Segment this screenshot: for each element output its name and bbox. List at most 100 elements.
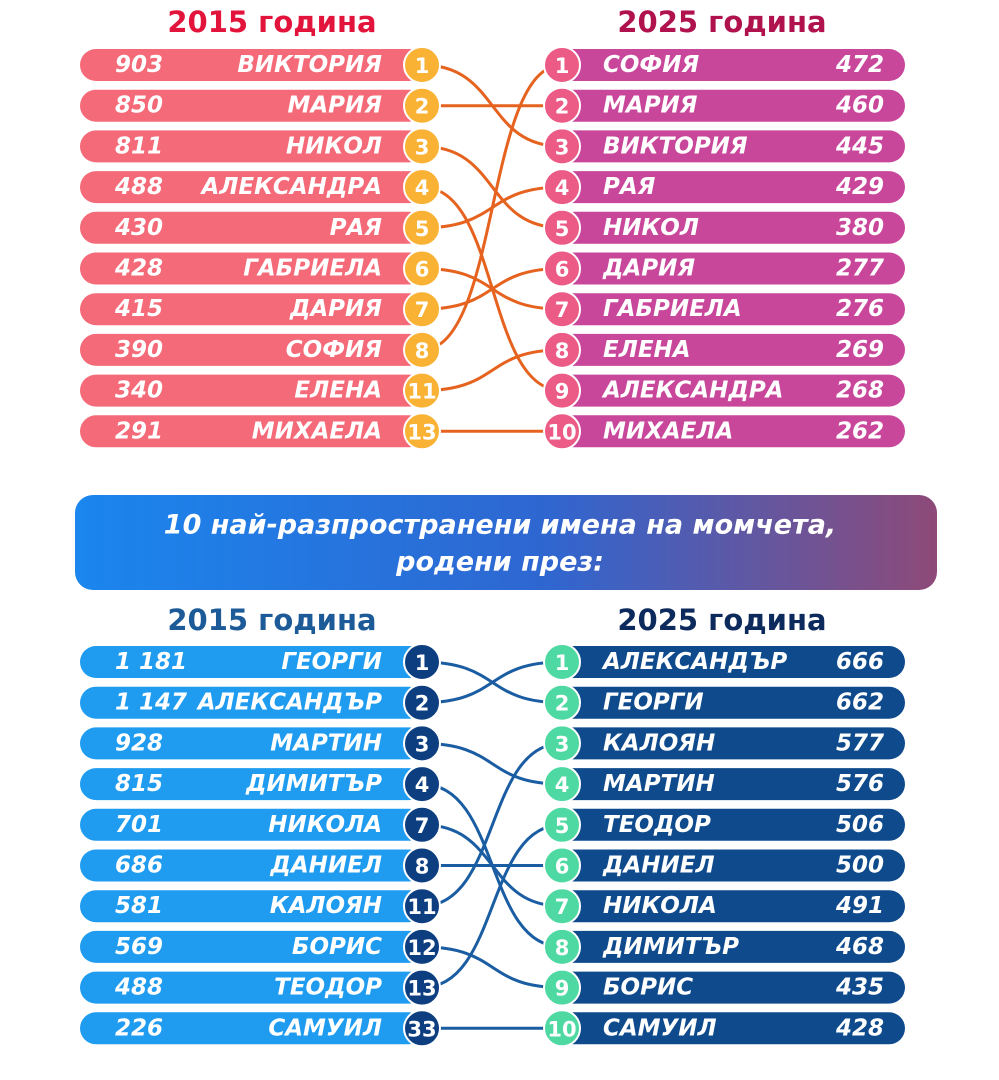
name-pill bbox=[80, 890, 425, 923]
name-pill bbox=[545, 930, 905, 963]
name: НИКОЛ bbox=[286, 133, 382, 159]
name: ДИМИТЪР bbox=[602, 934, 739, 960]
connector bbox=[421, 945, 563, 990]
connector bbox=[421, 348, 563, 393]
name: РАЯ bbox=[330, 215, 383, 241]
connector bbox=[421, 267, 563, 311]
rank: 12 bbox=[407, 936, 436, 960]
rank: 13 bbox=[407, 977, 436, 1001]
rank-badge bbox=[543, 1009, 581, 1048]
rank-badge bbox=[543, 765, 581, 804]
rank-badge bbox=[403, 371, 441, 410]
count: 445 bbox=[835, 133, 884, 159]
count: 815 bbox=[115, 771, 163, 797]
name: АЛЕКСАНДРА bbox=[601, 378, 784, 404]
rank: 8 bbox=[555, 936, 570, 960]
rank: 4 bbox=[555, 773, 570, 797]
rank-badge bbox=[543, 643, 581, 681]
name-pill bbox=[545, 646, 905, 678]
name-pill bbox=[80, 415, 425, 448]
count: 506 bbox=[836, 812, 884, 838]
rank-badge bbox=[543, 927, 581, 966]
name: САМУИЛ bbox=[603, 1015, 717, 1041]
rank: 3 bbox=[415, 135, 430, 159]
rank-badge bbox=[543, 371, 581, 410]
name-pill bbox=[80, 727, 425, 760]
name: НИКОЛ bbox=[603, 215, 699, 241]
name: НИКОЛА bbox=[603, 893, 717, 919]
rank: 11 bbox=[407, 895, 436, 919]
name: РАЯ bbox=[603, 174, 656, 200]
rank-badge bbox=[543, 968, 581, 1007]
count: 428 bbox=[114, 256, 163, 282]
rank: 8 bbox=[415, 855, 430, 879]
name-pill bbox=[80, 89, 425, 122]
count: 1 181 bbox=[115, 649, 187, 675]
count: 472 bbox=[835, 52, 884, 78]
name: КАЛОЯН bbox=[603, 730, 715, 756]
count: 928 bbox=[115, 730, 163, 756]
name: ДАНИЕЛ bbox=[602, 853, 715, 879]
rank-badge bbox=[403, 412, 441, 451]
banner-line: 10 най-разпространени имена на момчета, bbox=[164, 510, 836, 541]
connector bbox=[421, 63, 563, 352]
count: 435 bbox=[835, 975, 884, 1001]
rank-badge bbox=[403, 46, 441, 84]
name: ЕЛЕНА bbox=[294, 378, 382, 404]
name: АЛЕКСАНДЪР bbox=[601, 649, 787, 675]
connector-lines bbox=[421, 63, 563, 1030]
count: 581 bbox=[115, 893, 163, 919]
count: 269 bbox=[836, 337, 884, 363]
name-pill bbox=[80, 849, 425, 882]
name: МАРТИН bbox=[603, 771, 715, 797]
count: 1 147 bbox=[115, 690, 187, 716]
count: 291 bbox=[115, 418, 163, 444]
name: ГЕОРГИ bbox=[281, 649, 382, 675]
name-pill bbox=[545, 808, 905, 841]
connector bbox=[421, 660, 563, 705]
rank-badge bbox=[543, 46, 581, 84]
rank: 6 bbox=[415, 258, 430, 282]
rank: 13 bbox=[407, 420, 436, 444]
count: 276 bbox=[836, 296, 884, 322]
rank-badge bbox=[543, 168, 581, 207]
rank: 4 bbox=[415, 773, 430, 797]
count: 491 bbox=[835, 893, 884, 919]
name-pill bbox=[80, 686, 425, 719]
name: ТЕОДОР bbox=[274, 975, 382, 1001]
name: МАРТИН bbox=[270, 730, 382, 756]
count: 390 bbox=[115, 337, 163, 363]
rank-badge bbox=[403, 887, 441, 926]
rank: 1 bbox=[555, 54, 570, 78]
name: ДАРИЯ bbox=[602, 256, 695, 282]
rank: 8 bbox=[555, 339, 570, 363]
name: АЛЕКСАНДРА bbox=[200, 174, 383, 200]
rank: 2 bbox=[555, 95, 570, 119]
name: ВИКТОРИЯ bbox=[603, 133, 748, 159]
count: 277 bbox=[836, 256, 884, 282]
name-pill bbox=[80, 646, 425, 678]
rank: 7 bbox=[415, 814, 430, 838]
rank-badge bbox=[403, 805, 441, 844]
name-pill bbox=[80, 49, 425, 81]
name-pill bbox=[545, 971, 905, 1004]
name: БОРИС bbox=[603, 975, 693, 1001]
name-pill bbox=[545, 727, 905, 760]
count: 488 bbox=[114, 975, 163, 1001]
rank-badge bbox=[403, 127, 441, 166]
count: 460 bbox=[835, 93, 884, 119]
count: 569 bbox=[115, 934, 163, 960]
rank-badge bbox=[403, 290, 441, 329]
name-pill bbox=[545, 374, 905, 407]
rank: 10 bbox=[547, 1017, 576, 1041]
rank-badge bbox=[403, 330, 441, 369]
rank: 4 bbox=[555, 176, 570, 200]
connector bbox=[421, 144, 563, 230]
count: 430 bbox=[114, 215, 163, 241]
name: ДАНИЕЛ bbox=[269, 853, 382, 879]
name-pill bbox=[80, 293, 425, 326]
rank: 7 bbox=[555, 895, 570, 919]
name-pill bbox=[545, 849, 905, 882]
rank: 9 bbox=[555, 977, 570, 1001]
name-pill bbox=[80, 171, 425, 204]
